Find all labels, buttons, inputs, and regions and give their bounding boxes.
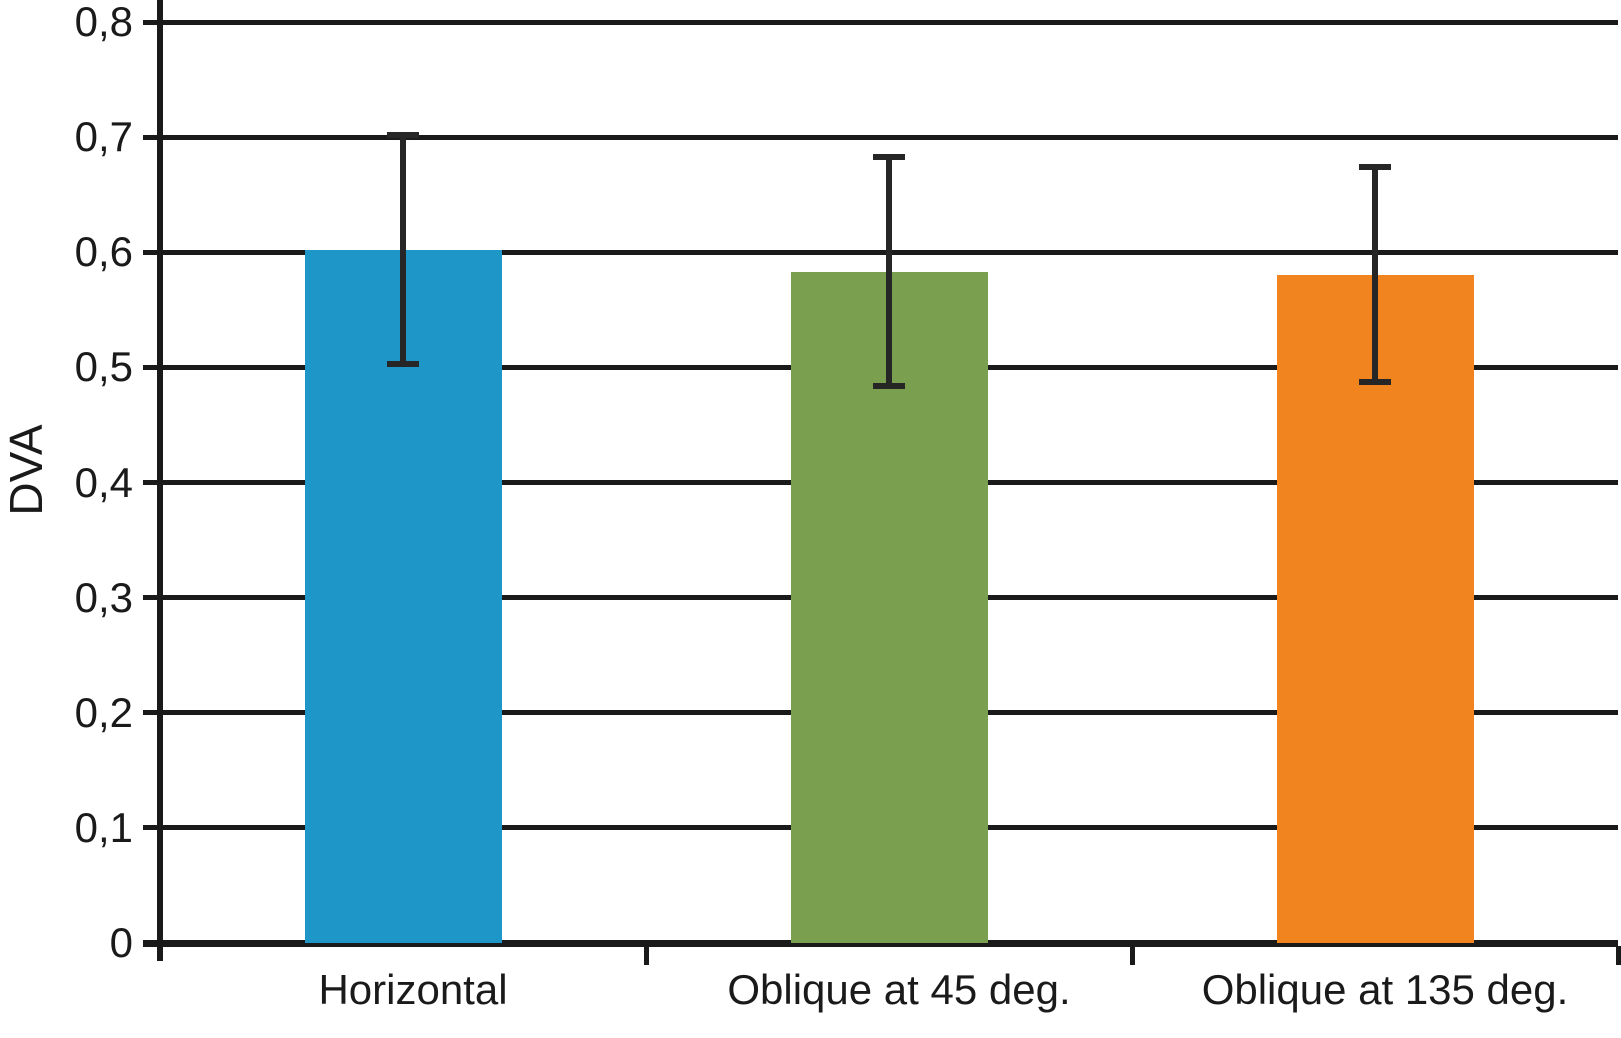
- error-bar-cap-top-horizontal: [387, 132, 419, 138]
- y-tick-label: 0,3: [74, 574, 133, 621]
- y-tick-label: 0,4: [74, 459, 133, 506]
- x-axis-boundary-tick: [1616, 946, 1621, 965]
- y-axis-line: [157, 0, 163, 961]
- gridline-y0,6: [143, 250, 1618, 255]
- y-tick-label: 0,7: [74, 113, 133, 160]
- x-axis-boundary-tick: [644, 946, 649, 965]
- y-tick-label: 0,5: [74, 343, 133, 390]
- y-tick-label: 0,8: [74, 0, 133, 45]
- error-bar-cap-top-oblique-at-135-deg: [1359, 164, 1391, 170]
- gridline-y0,8: [143, 20, 1618, 25]
- y-tick-label: 0,6: [74, 228, 133, 275]
- gridline-y0,7: [143, 135, 1618, 140]
- error-bar-line-oblique-at-135-deg: [1372, 167, 1378, 382]
- error-bar-line-oblique-at-45-deg: [886, 157, 892, 386]
- y-tick-label: 0: [109, 919, 133, 966]
- error-bar-cap-bottom-oblique-at-45-deg: [873, 383, 905, 389]
- bar-oblique-at-135-deg: [1277, 275, 1474, 943]
- y-tick-label: 0,2: [74, 689, 133, 736]
- x-category-label-oblique-at-45-deg: Oblique at 45 deg.: [727, 966, 1071, 1013]
- error-bar-cap-bottom-horizontal: [387, 361, 419, 367]
- x-category-label-horizontal: Horizontal: [318, 966, 508, 1013]
- error-bar-cap-bottom-oblique-at-135-deg: [1359, 379, 1391, 385]
- y-tick-label: 0,1: [74, 804, 133, 851]
- error-bar-line-horizontal: [400, 135, 406, 364]
- x-category-label-oblique-at-135-deg: Oblique at 135 deg.: [1201, 966, 1569, 1013]
- x-axis-boundary-tick: [1130, 946, 1135, 965]
- error-bar-cap-top-oblique-at-45-deg: [873, 154, 905, 160]
- x-axis-baseline: [143, 940, 1618, 947]
